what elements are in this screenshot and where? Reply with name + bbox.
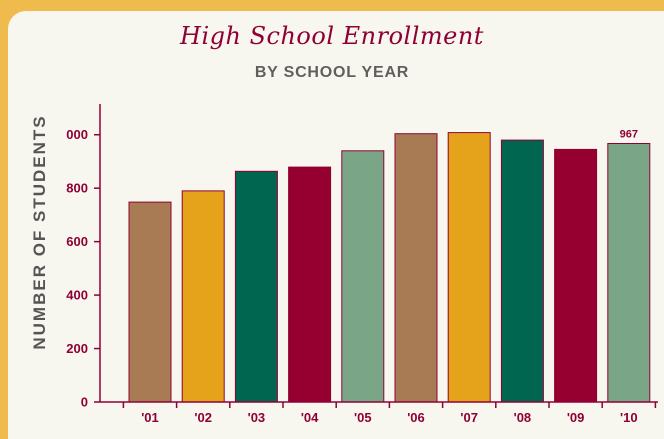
bar-9 bbox=[607, 143, 651, 403]
x-tick-label-4: '05 bbox=[354, 410, 372, 425]
bar-3 bbox=[288, 166, 332, 403]
x-tick-label-8: '09 bbox=[567, 410, 585, 425]
bar-5 bbox=[394, 133, 438, 403]
x-tick-label-6: '07 bbox=[460, 410, 478, 425]
bar-8 bbox=[554, 148, 598, 403]
bar-1 bbox=[181, 190, 225, 403]
bar-2 bbox=[234, 170, 278, 403]
x-tick-label-1: '02 bbox=[194, 410, 212, 425]
bar-4 bbox=[341, 150, 385, 403]
bar-6 bbox=[447, 132, 491, 403]
data-label-9: 967 bbox=[620, 129, 638, 141]
bar-0 bbox=[128, 201, 172, 403]
x-tick-label-2: '03 bbox=[248, 410, 266, 425]
x-tick-label-5: '06 bbox=[407, 410, 425, 425]
y-tick-label-3: 600 bbox=[66, 234, 88, 249]
bar-7 bbox=[500, 139, 544, 403]
x-tick-label-0: '01 bbox=[141, 410, 159, 425]
x-tick-label-7: '08 bbox=[514, 410, 532, 425]
chart-subtitle: BY SCHOOL YEAR bbox=[254, 64, 410, 81]
y-tick-label-0: 0 bbox=[81, 395, 88, 410]
x-tick-label-9: '10 bbox=[620, 410, 638, 425]
y-tick-label-1: 200 bbox=[66, 341, 88, 356]
y-tick-label-2: 400 bbox=[66, 288, 88, 303]
x-tick-label-3: '04 bbox=[301, 410, 319, 425]
y-tick-label-5: 000 bbox=[66, 127, 88, 142]
chart-title: High School Enrollment bbox=[180, 22, 484, 50]
y-tick-label-4: 800 bbox=[66, 181, 88, 196]
